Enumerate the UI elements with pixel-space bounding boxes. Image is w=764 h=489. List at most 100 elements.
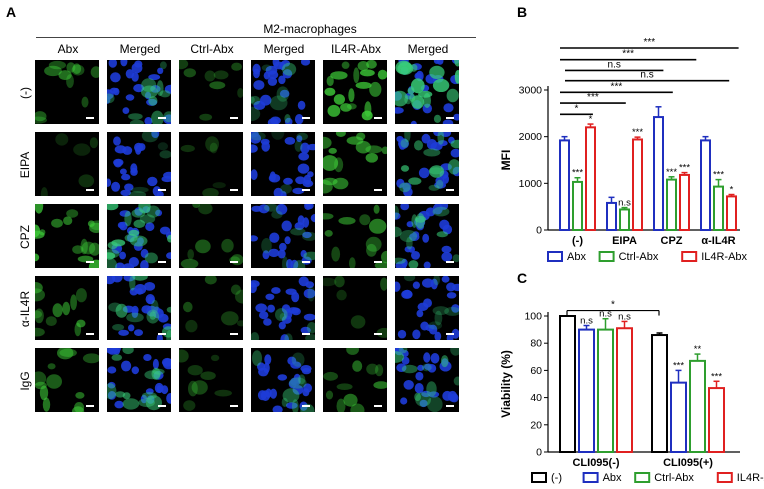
micrograph-image	[251, 276, 315, 340]
scale-bar	[446, 333, 454, 335]
column-header: Merged	[263, 42, 305, 56]
group-title-underline	[36, 37, 476, 38]
bar	[606, 201, 617, 231]
bar	[632, 138, 643, 231]
scale-bar	[302, 333, 310, 335]
scale-bar	[374, 333, 382, 335]
micrograph-image	[107, 204, 171, 268]
micrograph-image	[323, 348, 387, 412]
legend-swatch	[634, 472, 651, 483]
scale-bar	[374, 261, 382, 263]
x-tick-label: CPZ	[661, 235, 683, 247]
bar	[726, 195, 737, 231]
legend-swatch	[531, 472, 547, 483]
x-tick-label: CLI095(+)	[663, 457, 713, 469]
scale-bar	[230, 405, 238, 407]
panel-letter-a: A	[6, 4, 17, 20]
legend-label: Ctrl-Abx	[619, 251, 659, 263]
scale-bar	[158, 189, 166, 191]
scale-bar	[158, 333, 166, 335]
micrograph-image	[179, 204, 243, 268]
panel-letter-b: B	[517, 4, 528, 20]
micrograph-image	[107, 276, 171, 340]
micrograph-image	[323, 60, 387, 124]
bar	[616, 327, 633, 453]
micrograph-image	[179, 348, 243, 412]
y-axis-label: MFI	[499, 150, 513, 171]
x-tick-label: EIPA	[612, 235, 637, 247]
legend-swatch	[716, 472, 733, 483]
significance-label: ***	[666, 167, 677, 178]
scale-bar	[86, 117, 94, 119]
x-tick-label: α-IL4R	[701, 235, 735, 247]
micrograph-image	[251, 60, 315, 124]
scale-bar	[86, 261, 94, 263]
significance-label: ***	[632, 127, 643, 138]
scale-bar	[446, 117, 454, 119]
scale-bar	[158, 117, 166, 119]
micrograph-image	[179, 60, 243, 124]
panel-letter-c: C	[517, 270, 528, 286]
bar	[708, 387, 725, 453]
bracket-label: ***	[643, 37, 655, 48]
micrograph-image	[35, 348, 99, 412]
legend-label: Ctrl-Abx	[654, 472, 694, 484]
micrograph-image	[395, 204, 459, 268]
legend-swatch	[582, 472, 599, 483]
micrograph-image	[107, 348, 171, 412]
micrograph-image	[35, 60, 99, 124]
y-tick-label: 0	[536, 447, 542, 459]
legend-label: (-)	[551, 472, 562, 484]
significance-label: ***	[673, 360, 684, 371]
micrograph-image	[179, 132, 243, 196]
bracket-label: n.s	[640, 70, 653, 81]
significance-label: n.s	[618, 311, 631, 322]
group-title: M2-macrophages	[263, 22, 357, 36]
bar	[653, 116, 664, 231]
bar	[559, 139, 570, 231]
scale-bar	[302, 189, 310, 191]
scale-bar	[374, 117, 382, 119]
column-header: IL4R-Abx	[330, 42, 382, 56]
scale-bar	[86, 333, 94, 335]
y-tick-label: 80	[530, 338, 542, 350]
significance-label: ***	[713, 170, 724, 181]
micrograph-image	[323, 276, 387, 340]
bracket-label: ***	[587, 92, 599, 103]
bar	[700, 139, 711, 231]
column-header: Abx	[57, 42, 79, 56]
significance-label: n.s	[599, 309, 612, 320]
y-tick-label: 3000	[519, 85, 543, 97]
micrograph-image	[323, 204, 387, 268]
y-tick-label: 60	[530, 365, 542, 377]
significance-label: *	[730, 185, 734, 196]
significance-label: *	[589, 114, 593, 125]
legend-swatch	[598, 251, 615, 262]
micrograph-image	[35, 204, 99, 268]
y-tick-label: 100	[524, 311, 542, 323]
legend-label: IL4R-Abx	[701, 251, 747, 263]
significance-label: ***	[572, 168, 583, 179]
y-tick-label: 2000	[519, 131, 543, 143]
scale-bar	[86, 405, 94, 407]
legend-label: Abx	[567, 251, 586, 263]
bar	[572, 180, 583, 231]
bar	[597, 328, 614, 454]
x-tick-label: (-)	[572, 235, 583, 247]
scale-bar	[446, 405, 454, 407]
scale-bar	[158, 405, 166, 407]
x-tick-label: CLI095(-)	[572, 457, 619, 469]
y-tick-label: 40	[530, 392, 542, 404]
micrograph-image	[251, 204, 315, 268]
micrograph-image	[179, 276, 243, 340]
legend-swatch	[681, 251, 698, 262]
bar	[670, 381, 687, 454]
y-tick-label: 1000	[519, 178, 543, 190]
legend-label: Abx	[603, 472, 622, 484]
micrograph-image	[35, 276, 99, 340]
micrograph-image	[395, 348, 459, 412]
significance-label: ***	[679, 163, 690, 174]
bracket-label: ***	[622, 49, 634, 60]
scale-bar	[86, 189, 94, 191]
